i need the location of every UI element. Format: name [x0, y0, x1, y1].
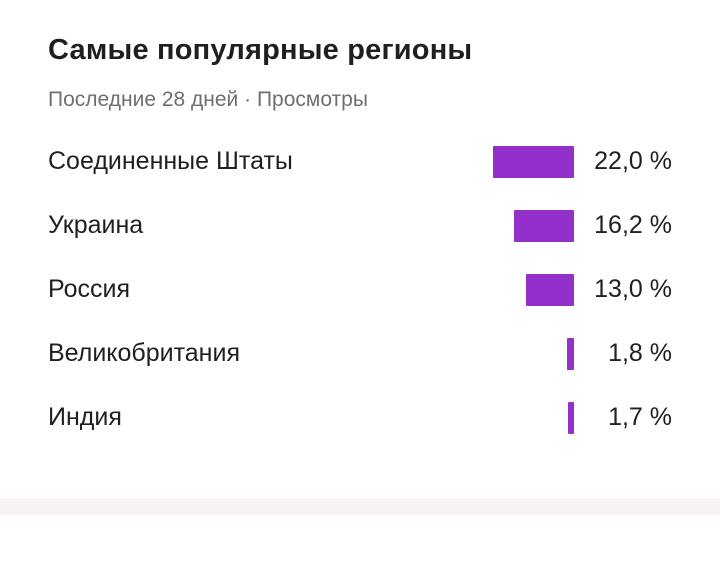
region-row: Великобритания 1,8 % [0, 321, 720, 385]
region-label: Индия [48, 403, 122, 431]
region-value-label: 1,8 % [608, 339, 672, 367]
region-bar [568, 402, 574, 434]
region-label: Россия [48, 275, 130, 303]
region-row: Россия 13,0 % [0, 257, 720, 321]
top-regions-card: Самые популярные регионы Последние 28 дн… [0, 34, 720, 449]
region-value-label: 13,0 % [594, 275, 672, 303]
region-label: Великобритания [48, 339, 240, 367]
region-bar [567, 338, 574, 370]
region-row: Украина 16,2 % [0, 193, 720, 257]
region-value-label: 16,2 % [594, 211, 672, 239]
section-divider [0, 498, 720, 515]
region-bar [526, 274, 574, 306]
region-label: Соединенные Штаты [48, 147, 293, 175]
region-value-label: 22,0 % [594, 147, 672, 175]
card-subtitle: Последние 28 дней · Просмотры [48, 88, 368, 111]
region-row: Соединенные Штаты 22,0 % [0, 129, 720, 193]
region-value-label: 1,7 % [608, 403, 672, 431]
region-label: Украина [48, 211, 144, 239]
regions-bar-chart: Соединенные Штаты 22,0 % Украина 16,2 % Росс… [0, 129, 720, 449]
region-bar [493, 146, 574, 178]
next-section-area [0, 515, 720, 561]
region-row: Индия 1,7 % [0, 385, 720, 449]
region-bar [514, 210, 574, 242]
card-title: Самые популярные регионы [48, 34, 473, 66]
